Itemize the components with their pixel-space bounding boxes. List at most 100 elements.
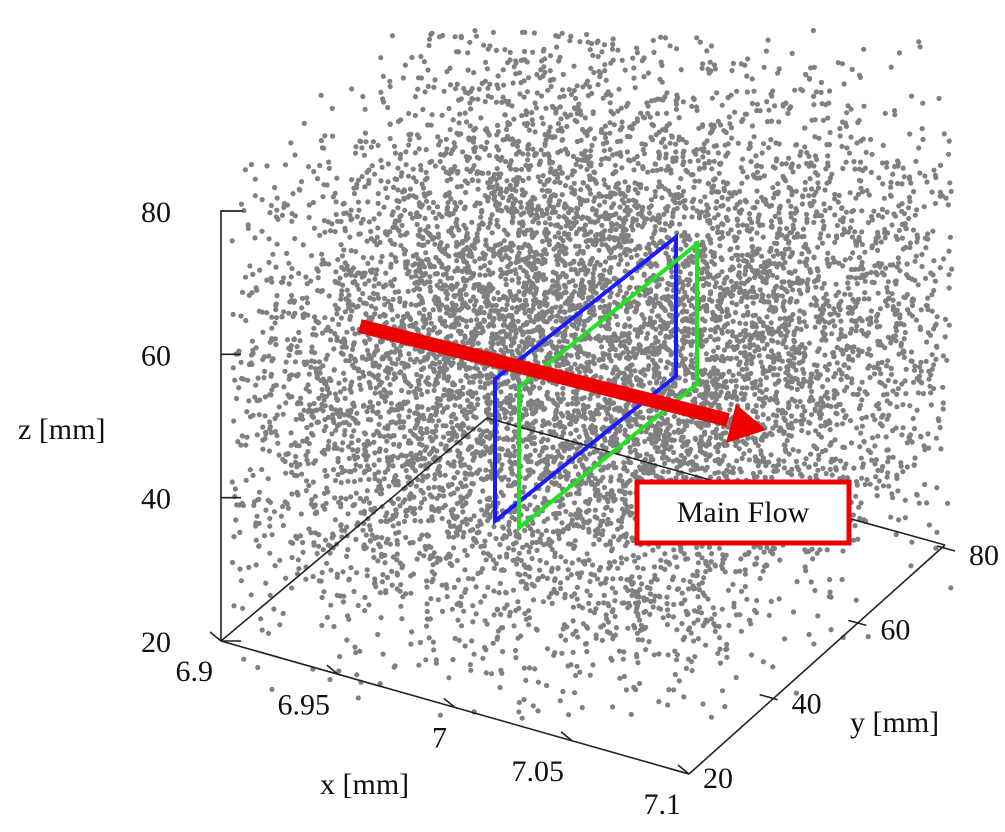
data-point	[473, 584, 479, 590]
data-point	[408, 450, 414, 456]
data-point	[480, 550, 487, 556]
data-point	[587, 451, 593, 457]
data-point	[380, 73, 386, 79]
data-point	[271, 606, 277, 612]
data-point	[266, 259, 272, 265]
data-point	[557, 580, 564, 586]
data-point	[938, 446, 944, 452]
data-point	[581, 318, 588, 325]
data-point	[615, 565, 621, 571]
data-point	[575, 471, 582, 477]
data-point	[886, 455, 892, 461]
data-point	[945, 151, 952, 157]
data-point	[498, 389, 504, 395]
data-point	[890, 171, 896, 177]
data-point	[827, 88, 833, 94]
data-point	[563, 289, 569, 295]
data-point	[330, 467, 337, 473]
data-point	[769, 93, 775, 99]
data-point	[506, 545, 512, 551]
data-point	[813, 89, 819, 95]
data-point	[405, 173, 412, 179]
data-point	[875, 212, 882, 218]
data-point	[473, 611, 479, 617]
data-point	[402, 62, 408, 68]
data-point	[827, 442, 834, 448]
data-point	[471, 651, 477, 657]
data-point	[566, 86, 572, 93]
data-point	[819, 285, 825, 291]
data-point	[391, 376, 397, 382]
data-point	[720, 371, 726, 377]
data-point	[744, 73, 750, 79]
data-point	[764, 99, 770, 105]
data-point	[788, 210, 794, 216]
data-point	[833, 403, 839, 410]
data-point	[475, 178, 481, 184]
data-point	[591, 361, 598, 367]
data-point	[766, 293, 772, 299]
data-point	[469, 638, 475, 644]
data-point	[370, 139, 376, 145]
data-point	[360, 254, 367, 261]
data-point	[290, 313, 296, 319]
data-point	[902, 515, 909, 521]
data-point	[555, 149, 561, 156]
data-point	[303, 478, 310, 484]
data-point	[726, 622, 732, 629]
data-point	[356, 207, 362, 213]
data-point	[292, 236, 298, 242]
data-point	[450, 381, 456, 388]
data-point	[567, 38, 573, 44]
data-point	[789, 413, 795, 419]
data-point	[705, 233, 711, 239]
data-point	[761, 549, 767, 555]
data-point	[406, 389, 412, 395]
data-point	[851, 159, 857, 165]
data-point	[901, 336, 907, 342]
data-point	[458, 623, 465, 629]
data-point	[656, 699, 662, 705]
data-point	[629, 275, 635, 281]
data-point	[259, 228, 265, 234]
data-point	[678, 452, 684, 459]
data-point	[687, 271, 694, 277]
data-point	[696, 551, 702, 557]
data-point	[719, 309, 725, 315]
data-point	[937, 424, 943, 431]
data-point	[347, 212, 353, 218]
data-point	[478, 599, 484, 605]
data-point	[837, 401, 843, 407]
data-point	[861, 296, 867, 302]
data-point	[681, 188, 687, 194]
data-point	[557, 698, 563, 704]
data-point	[928, 390, 934, 396]
data-point	[946, 138, 952, 144]
data-point	[587, 496, 593, 503]
data-point	[715, 150, 721, 156]
data-point	[854, 323, 860, 329]
data-point	[689, 103, 695, 109]
data-point	[731, 604, 737, 610]
data-point	[740, 313, 747, 319]
data-point	[732, 310, 739, 316]
data-point	[761, 141, 767, 147]
data-point	[495, 85, 501, 91]
data-point	[439, 582, 445, 588]
data-point	[754, 188, 760, 194]
data-point	[336, 321, 342, 327]
data-point	[481, 310, 487, 316]
data-point	[609, 609, 616, 615]
data-point	[757, 382, 764, 388]
data-point	[621, 460, 627, 466]
data-point	[708, 327, 714, 333]
data-point	[946, 248, 952, 254]
data-point	[304, 300, 311, 306]
data-point	[362, 106, 368, 112]
data-point	[524, 59, 530, 65]
data-point	[403, 467, 409, 474]
data-point	[757, 287, 763, 293]
data-point	[747, 216, 753, 222]
data-point	[558, 633, 564, 639]
data-point	[845, 229, 852, 235]
